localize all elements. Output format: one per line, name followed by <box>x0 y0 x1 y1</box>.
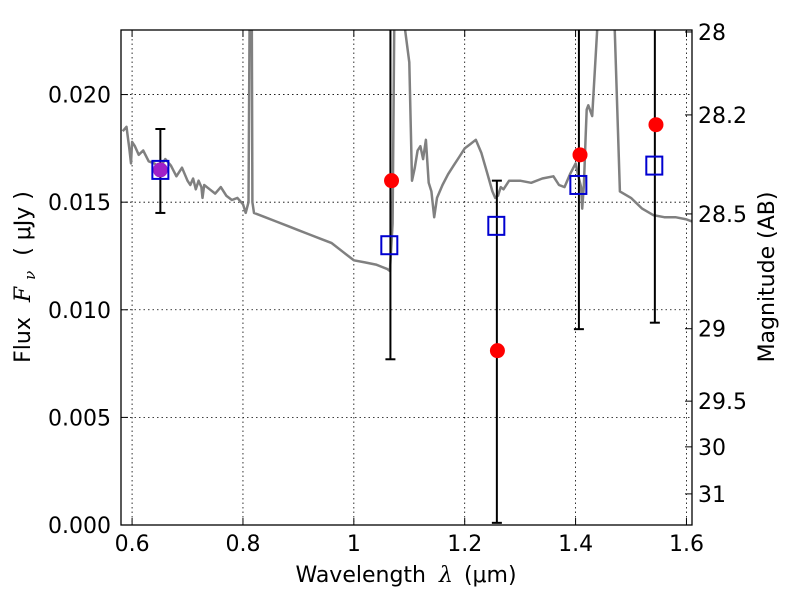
y-tick-label: 0.015 <box>48 191 111 216</box>
model-square <box>487 215 506 236</box>
right-tick-label: 31 <box>698 483 726 508</box>
grid-lines <box>121 30 692 526</box>
data-point <box>648 117 664 133</box>
right-tick-label: 29.5 <box>698 390 747 415</box>
plot-frame <box>120 29 693 526</box>
y-axis-label-unit: ( μJy ) <box>11 191 36 256</box>
x-tick-label: 1 <box>347 532 361 557</box>
data-point <box>384 173 400 189</box>
y-axis-label-symbol: F <box>11 286 36 303</box>
y-tick-label: 0.020 <box>48 84 111 109</box>
y-axis-label-prefix: Flux <box>11 317 36 363</box>
right-axis-label: Magnitude (AB) <box>755 192 780 363</box>
right-tick-label: 28.5 <box>698 203 747 228</box>
right-tick-label: 30 <box>698 436 726 461</box>
model-square <box>645 155 664 176</box>
x-tick-label: 1.2 <box>447 532 482 557</box>
plot-area <box>121 30 692 524</box>
x-tick-label: 0.6 <box>115 532 150 557</box>
model-square <box>380 235 399 256</box>
y-tick-label: 0.000 <box>48 514 111 539</box>
x-tick-label: 1.6 <box>669 532 704 557</box>
x-tick-label: 0.8 <box>225 532 260 557</box>
data-point <box>572 147 588 163</box>
right-tick-label: 28.2 <box>698 104 747 129</box>
y-axis-label: Flux F ν ( μJy ) <box>11 191 41 363</box>
x-axis-label-unit: (μm) <box>464 563 517 588</box>
spectrum-line <box>121 30 692 273</box>
x-axis-label: Wavelength λ (μm) <box>295 563 516 588</box>
y-axis-label-subscript: ν <box>21 271 39 280</box>
data-point <box>489 343 505 359</box>
x-axis-label-symbol: λ <box>438 563 453 588</box>
x-axis-label-prefix: Wavelength <box>295 563 426 588</box>
right-tick-label: 29 <box>698 318 726 343</box>
model-square <box>151 159 170 180</box>
axis-ticks: 0.6 0.8 1 1.2 1.4 1.6 0.000 0.005 0.010 0.015 0.02… <box>48 21 747 557</box>
model-square <box>569 174 588 195</box>
right-tick-label: 28 <box>698 21 726 46</box>
y-tick-label: 0.010 <box>48 299 111 324</box>
data-point <box>152 162 168 178</box>
y-tick-label: 0.005 <box>48 406 111 431</box>
x-tick-label: 1.4 <box>558 532 593 557</box>
